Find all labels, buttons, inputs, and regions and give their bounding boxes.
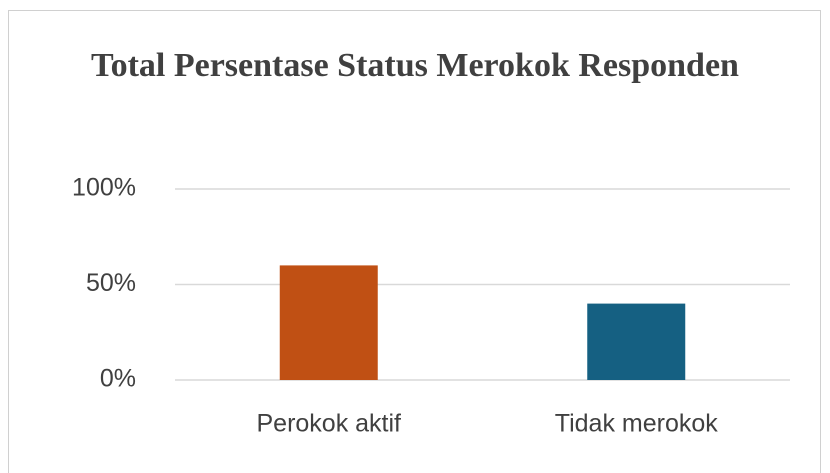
chart-title: Total Persentase Status Merokok Responde… — [91, 47, 739, 84]
bar — [587, 303, 686, 380]
x-tick-label: Perokok aktif — [256, 410, 401, 438]
x-tick-label: Tidak merokok — [555, 410, 719, 438]
y-tick-label: 0% — [100, 365, 136, 393]
bar — [279, 265, 378, 380]
y-tick-label: 100% — [72, 174, 136, 202]
chart-frame — [8, 10, 821, 473]
y-tick-label: 50% — [86, 269, 136, 297]
